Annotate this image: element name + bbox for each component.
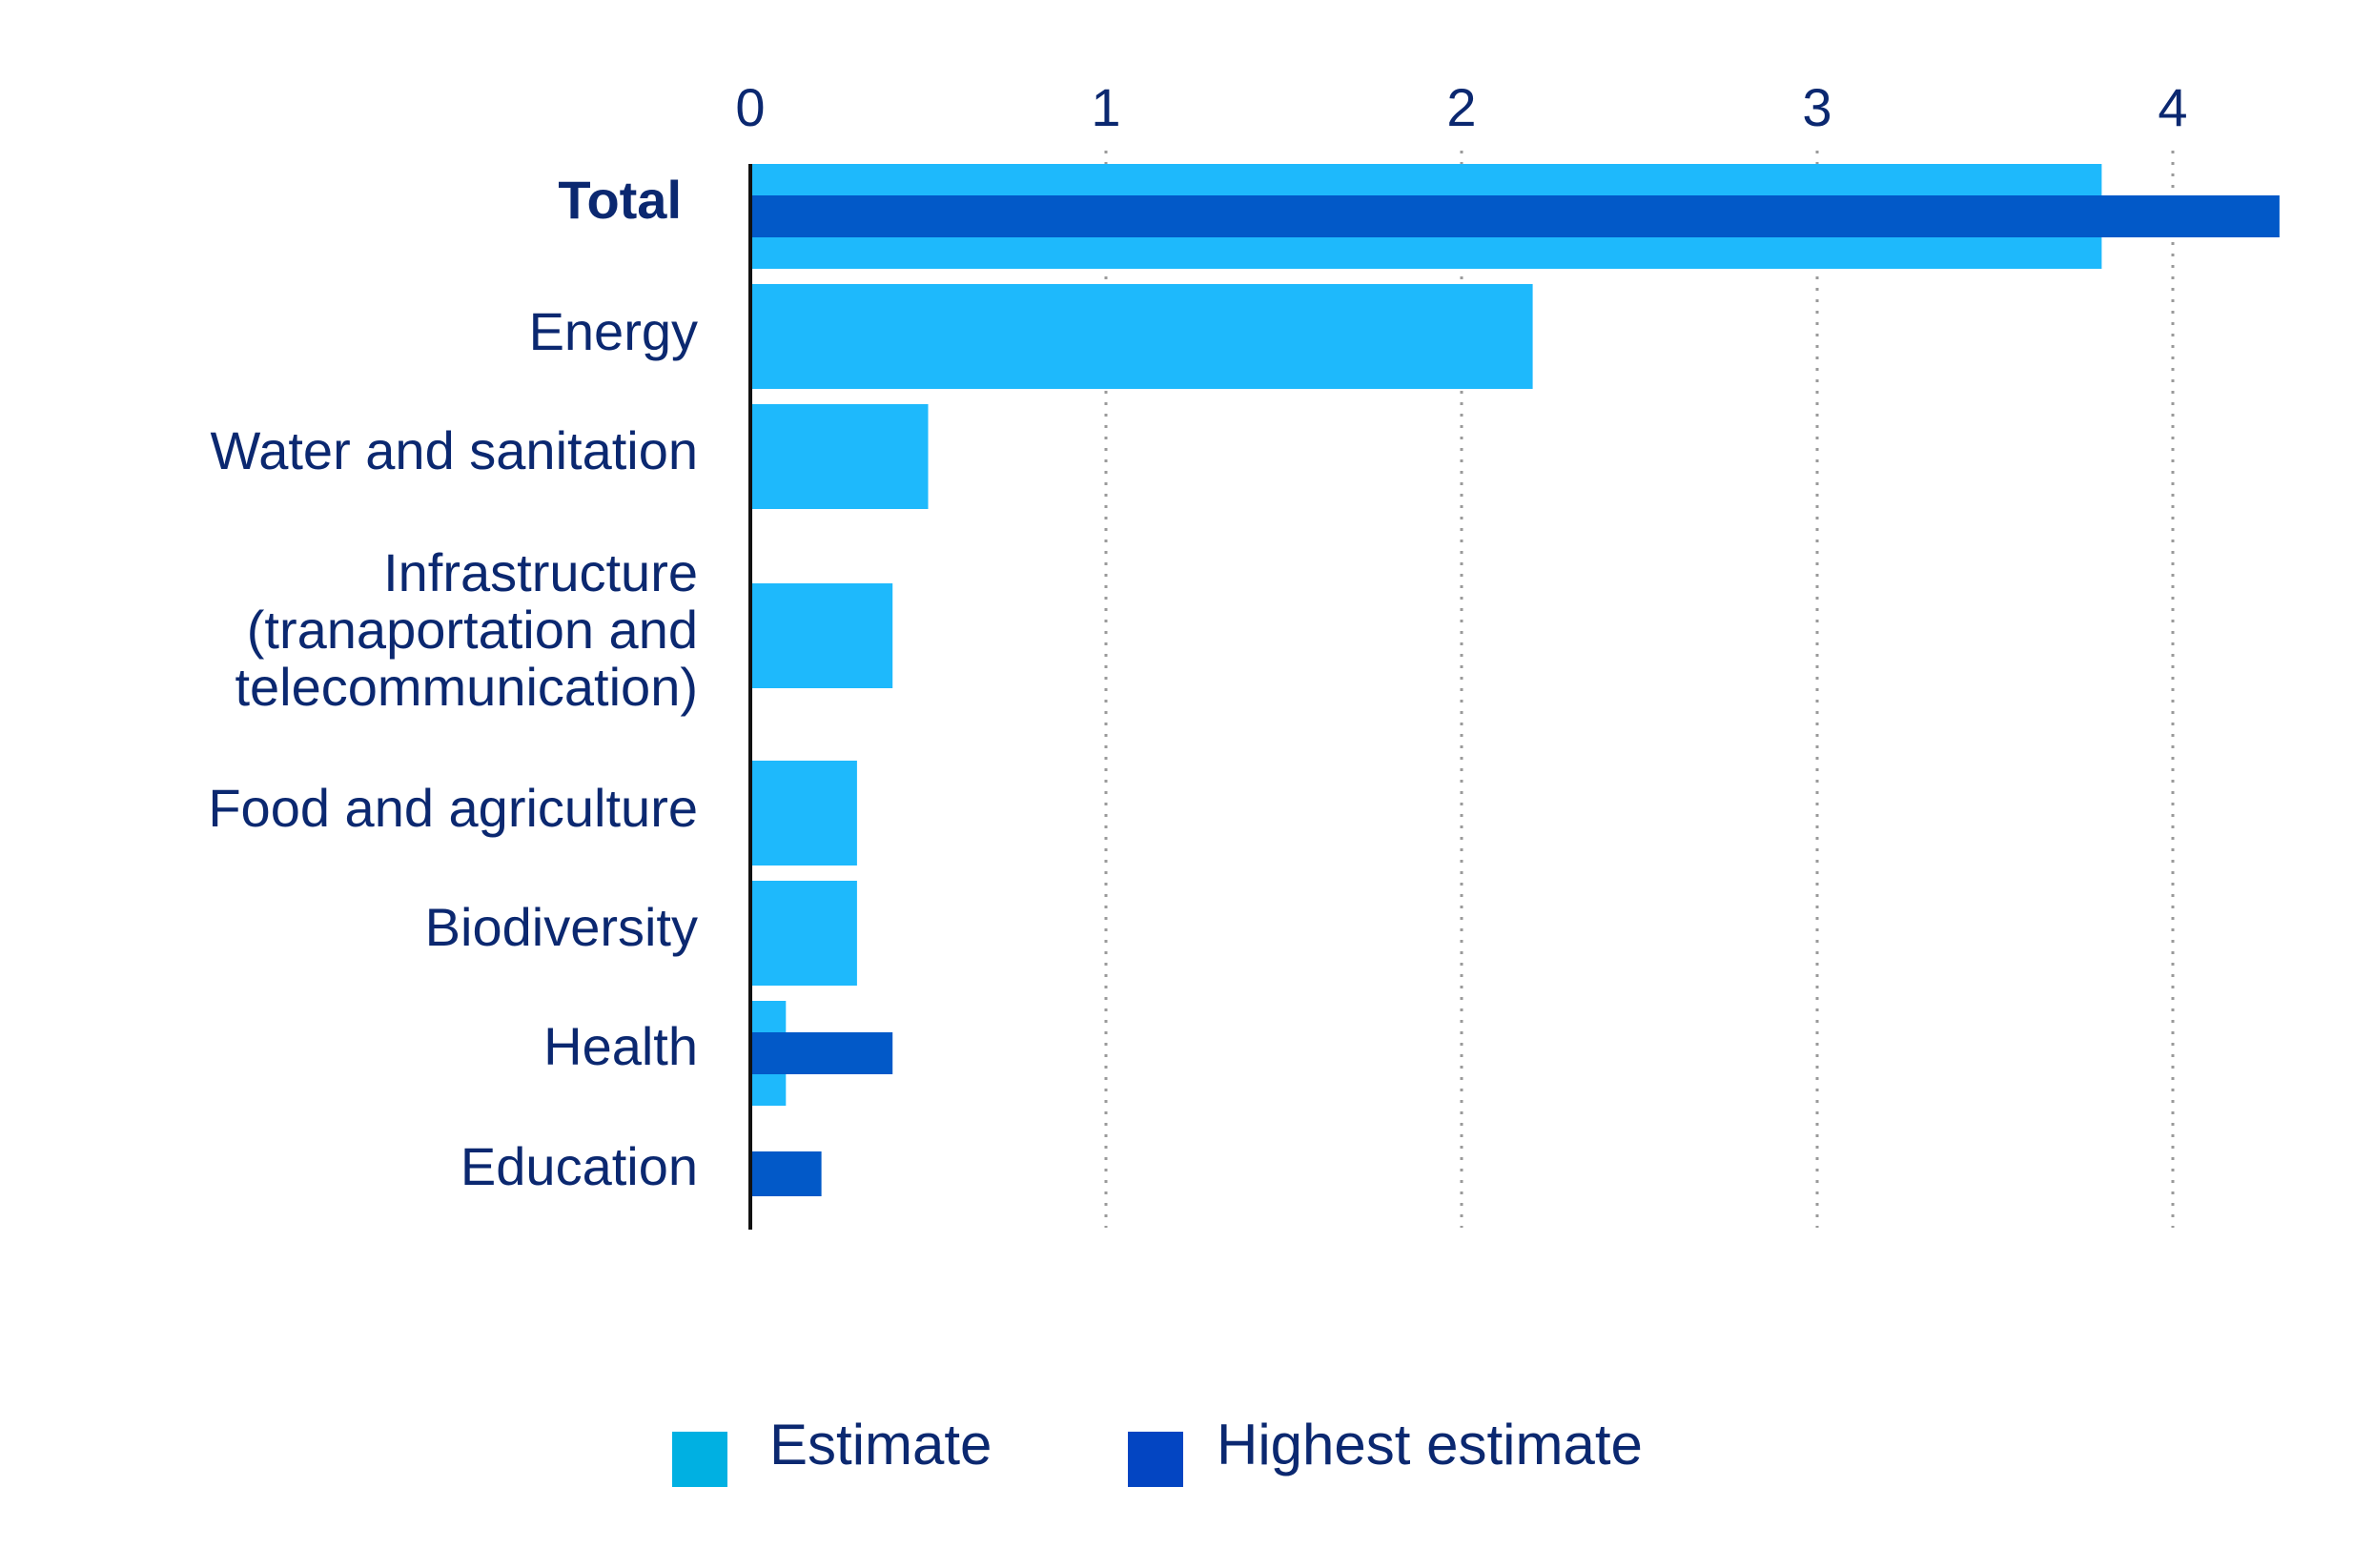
x-tick-label-4: 4 xyxy=(2158,77,2187,137)
x-tick-label-2: 2 xyxy=(1446,77,1476,137)
category-label-2: Water and sanitation xyxy=(210,420,698,480)
category-labels: Total Energy Water and sanitation Infrastru… xyxy=(208,170,698,1196)
grid-lines xyxy=(1104,151,2175,1228)
x-axis-ticks: 0 1 2 3 4 xyxy=(735,77,2187,137)
category-label-3-line-0: Infrastructure xyxy=(383,542,698,602)
x-tick-label-1: 1 xyxy=(1091,77,1120,137)
bars xyxy=(750,164,2280,1196)
bar-estimate-2 xyxy=(750,404,929,509)
category-label-6: Health xyxy=(543,1016,698,1076)
legend: Estimate Highest estimate xyxy=(672,1413,1643,1487)
bar-highest-estimate-6 xyxy=(750,1032,893,1074)
category-label-3-line-1: (tranaportation and xyxy=(247,600,698,660)
bar-highest-estimate-7 xyxy=(750,1151,822,1196)
bar-highest-estimate-0 xyxy=(750,195,2280,237)
category-label-4: Food and agriculture xyxy=(208,778,698,838)
legend-swatch-1 xyxy=(1128,1432,1183,1487)
category-label-1: Energy xyxy=(529,301,698,361)
legend-swatch-0 xyxy=(672,1432,727,1487)
category-label-5: Biodiversity xyxy=(425,897,698,957)
bar-estimate-4 xyxy=(750,761,857,865)
x-tick-label-3: 3 xyxy=(1802,77,1831,137)
category-label-7: Education xyxy=(460,1136,698,1196)
category-label-0: Total xyxy=(558,170,682,230)
bar-estimate-3 xyxy=(750,583,893,688)
legend-label-1: Highest estimate xyxy=(1217,1413,1643,1476)
bar-estimate-1 xyxy=(750,284,1533,389)
x-tick-label-0: 0 xyxy=(735,77,765,137)
legend-label-0: Estimate xyxy=(769,1413,992,1476)
bar-estimate-5 xyxy=(750,881,857,986)
category-label-3-line-2: telecommunication) xyxy=(235,657,698,717)
